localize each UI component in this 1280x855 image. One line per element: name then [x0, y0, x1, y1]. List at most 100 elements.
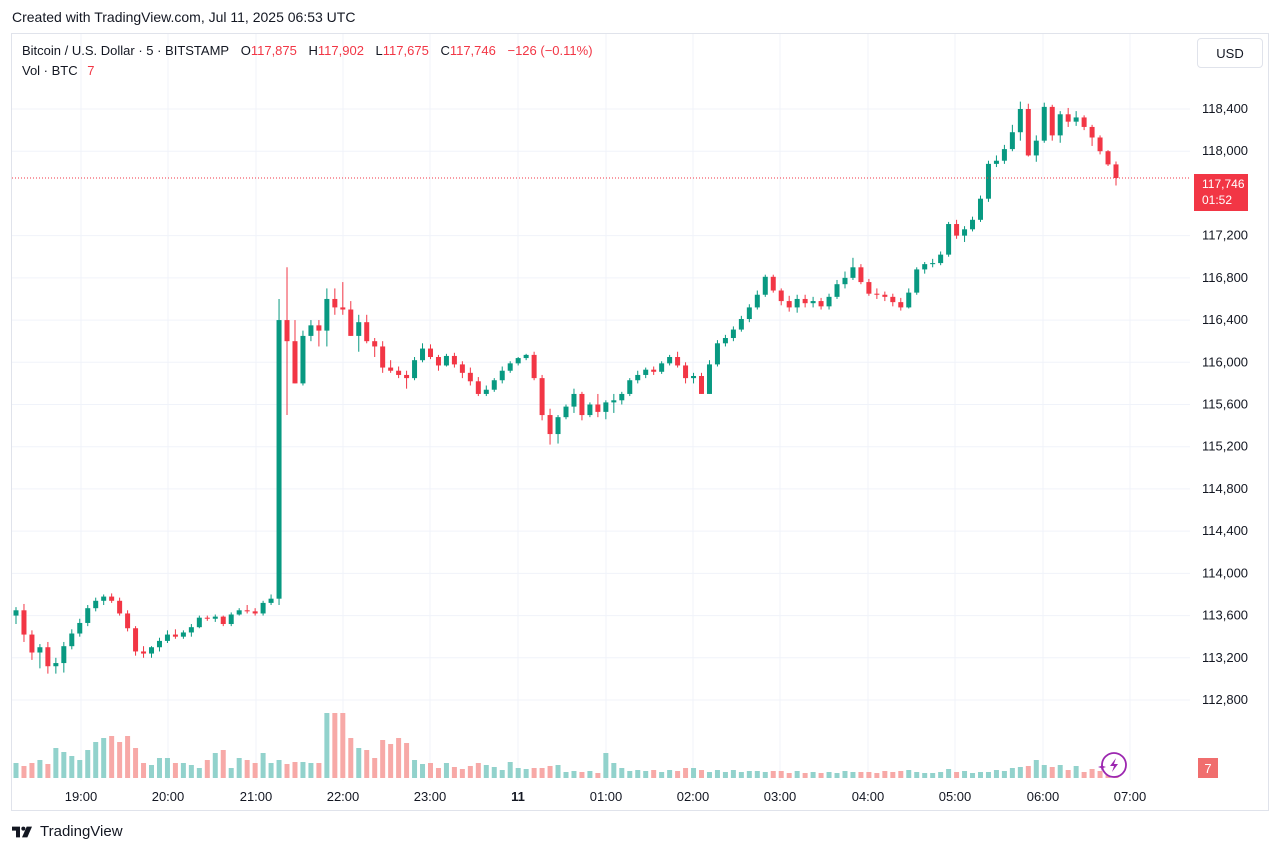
candle[interactable]: [133, 626, 139, 656]
candle[interactable]: [372, 338, 378, 358]
candle[interactable]: [364, 314, 370, 344]
candle[interactable]: [531, 351, 537, 381]
candle[interactable]: [252, 608, 258, 616]
candle[interactable]: [858, 264, 864, 285]
candle[interactable]: [388, 360, 394, 373]
candle[interactable]: [985, 160, 991, 202]
candle[interactable]: [722, 334, 728, 347]
candle[interactable]: [619, 391, 625, 405]
candle[interactable]: [1073, 111, 1079, 126]
candle[interactable]: [802, 294, 808, 308]
candle[interactable]: [627, 378, 633, 397]
candle[interactable]: [850, 257, 856, 280]
candle[interactable]: [37, 644, 43, 669]
candle[interactable]: [443, 353, 449, 367]
candle[interactable]: [85, 605, 91, 627]
candle[interactable]: [571, 388, 577, 413]
candle[interactable]: [1049, 104, 1055, 141]
candle[interactable]: [1057, 111, 1063, 143]
candle[interactable]: [212, 614, 218, 622]
candle[interactable]: [1001, 144, 1007, 164]
candle[interactable]: [268, 594, 274, 606]
candle[interactable]: [603, 400, 609, 420]
candle[interactable]: [188, 624, 194, 637]
candle[interactable]: [1081, 115, 1087, 131]
candle[interactable]: [595, 393, 601, 418]
candle[interactable]: [1041, 102, 1047, 143]
candle[interactable]: [109, 593, 115, 603]
candle[interactable]: [21, 603, 27, 642]
symbol-name[interactable]: Bitcoin / U.S. Dollar · 5 · BITSTAMP: [22, 43, 230, 58]
candle[interactable]: [1089, 124, 1095, 146]
candle[interactable]: [236, 608, 242, 616]
candle[interactable]: [1017, 101, 1023, 141]
candle[interactable]: [324, 288, 330, 347]
candle[interactable]: [412, 357, 418, 381]
candle[interactable]: [396, 366, 402, 379]
candle[interactable]: [164, 630, 170, 644]
candle[interactable]: [874, 288, 880, 299]
candle[interactable]: [45, 641, 51, 674]
candle[interactable]: [117, 597, 123, 616]
candle[interactable]: [125, 610, 131, 632]
candle[interactable]: [691, 372, 697, 384]
candle[interactable]: [515, 357, 521, 366]
candle[interactable]: [922, 262, 928, 274]
candle[interactable]: [276, 298, 282, 606]
candle[interactable]: [898, 297, 904, 311]
candle[interactable]: [507, 361, 513, 373]
candle[interactable]: [244, 605, 250, 614]
candle[interactable]: [842, 271, 848, 289]
candle[interactable]: [977, 195, 983, 222]
candle[interactable]: [563, 404, 569, 420]
candle[interactable]: [1113, 161, 1119, 186]
candle[interactable]: [427, 344, 433, 360]
candle[interactable]: [1065, 107, 1071, 127]
candle[interactable]: [1097, 135, 1103, 155]
candle[interactable]: [1009, 124, 1015, 152]
candle[interactable]: [834, 279, 840, 299]
candle[interactable]: [659, 361, 665, 374]
candle[interactable]: [300, 330, 306, 386]
candle[interactable]: [810, 296, 816, 308]
candle[interactable]: [77, 618, 83, 637]
candle[interactable]: [555, 415, 561, 444]
candle[interactable]: [547, 408, 553, 445]
candle[interactable]: [882, 291, 888, 302]
candle[interactable]: [667, 354, 673, 366]
tradingview-brand[interactable]: TradingView: [12, 823, 123, 840]
candle[interactable]: [491, 378, 497, 392]
candle[interactable]: [738, 315, 744, 332]
candle[interactable]: [706, 360, 712, 394]
candle[interactable]: [348, 301, 354, 336]
candle[interactable]: [332, 288, 338, 315]
candle[interactable]: [714, 340, 720, 367]
candle[interactable]: [818, 297, 824, 310]
candle[interactable]: [683, 362, 689, 384]
candle[interactable]: [29, 630, 35, 660]
candle[interactable]: [61, 641, 67, 673]
candle[interactable]: [356, 314, 362, 352]
candle[interactable]: [635, 370, 641, 384]
candle[interactable]: [826, 293, 832, 310]
candle[interactable]: [149, 646, 155, 658]
candle[interactable]: [93, 597, 99, 612]
candle[interactable]: [643, 367, 649, 379]
candle[interactable]: [156, 637, 162, 652]
candle[interactable]: [730, 326, 736, 342]
candle[interactable]: [260, 600, 266, 616]
candle[interactable]: [611, 393, 617, 413]
candle[interactable]: [1033, 135, 1039, 162]
candle[interactable]: [746, 304, 752, 323]
candle[interactable]: [380, 341, 386, 373]
candle[interactable]: [770, 274, 776, 293]
candle[interactable]: [499, 366, 505, 384]
candle[interactable]: [930, 258, 936, 268]
candle[interactable]: [938, 251, 944, 266]
candle[interactable]: [404, 370, 410, 389]
candle[interactable]: [587, 402, 593, 418]
candle[interactable]: [13, 607, 19, 625]
candle[interactable]: [483, 385, 489, 397]
candle[interactable]: [228, 612, 234, 627]
